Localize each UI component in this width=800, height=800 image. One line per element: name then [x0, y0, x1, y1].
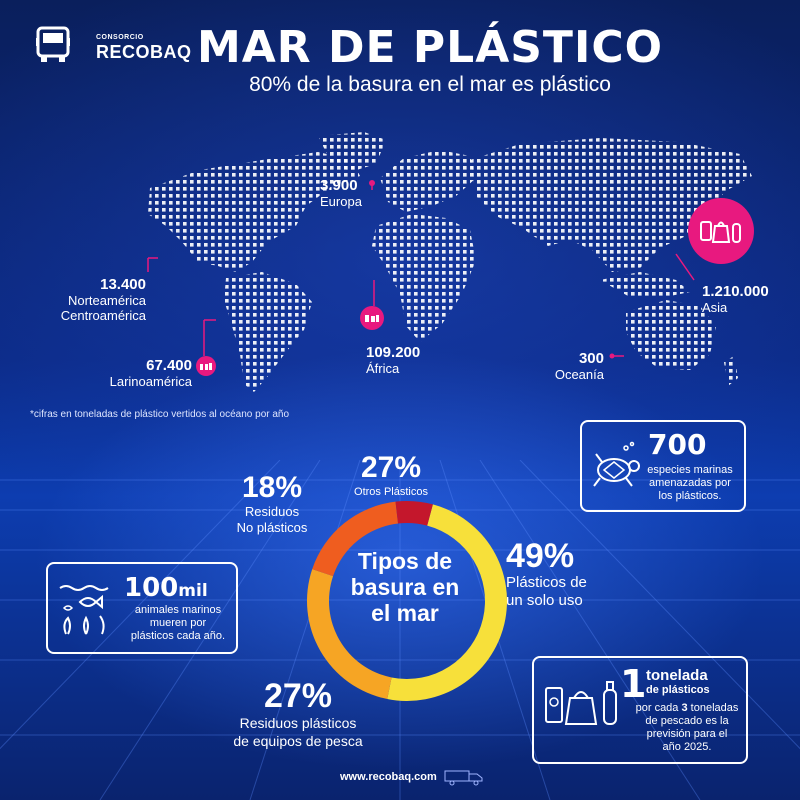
especies-text-line-2: amenazadas por [649, 477, 731, 489]
oceania-value: 300 [578, 350, 604, 367]
bottle-bag-icon [365, 315, 379, 322]
label-solo-uso: 49% Plásticos de un solo uso [506, 538, 626, 610]
animales-number-value: 100 [124, 573, 179, 603]
equipos-pesca-label-2: de equipos de pesca [233, 733, 363, 749]
animales-text-line-1: animales marinos [134, 604, 222, 616]
animales-number-suffix: mil [178, 581, 208, 601]
donut-center-label: Tipos de basura en el mar [330, 548, 480, 626]
solo-uso-label-1: Plásticos de [506, 574, 587, 591]
asia-name: Asia [702, 300, 728, 315]
label-equipos-pesca: 27% Residuos plásticos de equipos de pes… [228, 678, 368, 750]
bottle-bag-icon [700, 221, 741, 243]
page-title: MAR DE PLÁSTICO [196, 22, 664, 73]
animales-text-line-3: plásticos cada año. [130, 630, 226, 642]
turtle-icon [593, 441, 640, 487]
region-europa: 3.900 Europa [320, 177, 362, 209]
box-tonelada: 1 tonelada de plásticos por cada 3 tonel… [532, 656, 748, 764]
tonelada-text-line-1: por cada 3 toneladas [630, 702, 744, 715]
se-asia-shape [600, 272, 690, 298]
tonelada-text-bold: 3 [681, 702, 688, 714]
norteamerica-name-2: Centroamérica [60, 308, 146, 323]
tonelada-text-line-4: año 2025. [662, 741, 712, 753]
truck-icon [36, 26, 70, 62]
region-latinoamerica: 67.400 Larinoamérica [84, 357, 192, 389]
norteamerica-name-1: Norteamérica [67, 293, 146, 308]
website-link[interactable]: www.recobaq.com [340, 768, 484, 786]
website-text: www.recobaq.com [340, 770, 437, 783]
recobaq-logo: CONSORCIO RECOBAQ [26, 20, 191, 66]
especies-text-line-1: especies marinas [647, 464, 733, 476]
world-map [147, 132, 752, 392]
donut-segment-2 [307, 569, 392, 700]
donut-segment-1 [387, 504, 507, 701]
animales-text-line-2: mueren por [149, 617, 207, 629]
africa-plastic-bubble [360, 306, 384, 330]
asia-plastic-bubble [688, 198, 754, 264]
asia-value: 1.210.000 [702, 283, 769, 300]
box-especies: 700 especies marinas amenazadas por los … [580, 420, 746, 512]
trash-types-donut [307, 501, 507, 701]
tonelada-unit-2: de plásticos [646, 684, 710, 696]
tonelada-text: por cada 3 toneladas de pescado es la pr… [630, 702, 744, 754]
donut-center-line-1: Tipos de [357, 548, 453, 574]
bottle-bag-icon [200, 362, 212, 370]
donut-center-line-3: el mar [371, 600, 439, 626]
logo-tagline: CONSORCIO [96, 34, 144, 41]
africa-name: África [366, 361, 400, 376]
bottle-bag-icon [545, 681, 617, 725]
otros-percent: 27% [360, 451, 422, 484]
tonelada-text-a: por cada [635, 702, 682, 714]
label-otros-plasticos: 27% Otros Plásticos [336, 452, 446, 500]
region-asia: 1.210.000 Asia [702, 283, 769, 315]
no-plasticos-label-2: No plásticos [236, 520, 308, 535]
logo-name: RECOBAQ [96, 42, 192, 62]
donut-center-line-2: basura en [350, 574, 460, 600]
especies-text-line-3: los plásticos. [658, 490, 722, 502]
norteamerica-value: 13.400 [100, 276, 146, 293]
no-plasticos-percent: 18% [241, 471, 303, 504]
equipos-pesca-percent: 27% [263, 677, 333, 715]
tonelada-text-line-2: de pescado es la [645, 715, 729, 727]
otros-label: Otros Plásticos [354, 486, 428, 498]
tonelada-text-line-3: previsión para el [646, 728, 728, 740]
tonelada-unit-1: tonelada [646, 667, 708, 684]
box-animales: 100mil animales marinos mueren por plást… [46, 562, 238, 654]
animales-number: 100mil [124, 574, 208, 605]
tonelada-text-b: toneladas [687, 702, 739, 714]
latinoamerica-value: 67.400 [146, 357, 192, 374]
equipos-pesca-label-1: Residuos plásticos [239, 715, 357, 731]
oceania-name: Oceanía [554, 367, 604, 382]
north-america-shape [148, 152, 360, 272]
truck-icon [444, 770, 483, 786]
solo-uso-percent: 49% [506, 537, 575, 575]
europa-value: 3.900 [320, 177, 358, 194]
latam-plastic-bubble [196, 356, 216, 376]
greenland-shape [318, 132, 386, 172]
tonelada-number: 1 [620, 662, 647, 706]
africa-shape [372, 214, 476, 342]
europa-name: Europa [320, 194, 362, 209]
label-no-plasticos: 18% Residuos No plásticos [222, 472, 322, 536]
south-america-shape [224, 272, 312, 392]
animales-text: animales marinos mueren por plásticos ca… [122, 604, 234, 643]
solo-uso-label-2: un solo uso [506, 592, 583, 609]
australia-shape [626, 300, 716, 370]
especies-text: especies marinas amenazadas por los plás… [640, 464, 740, 503]
europe-shape [380, 150, 476, 212]
fish-seaweed-icon [59, 585, 109, 635]
africa-value: 109.200 [366, 344, 421, 361]
region-oceania: 300 Oceanía [548, 350, 604, 382]
new-zealand-shape [724, 356, 738, 386]
page-subtitle: 80% de la basura en el mar es plástico [249, 73, 611, 96]
latinoamerica-name: Larinoamérica [109, 374, 192, 389]
footnote: *cifras en toneladas de plástico vertido… [30, 409, 290, 420]
region-norteamerica: 13.400 Norteamérica Centroamérica [46, 276, 146, 323]
donut-segment-4 [395, 501, 433, 526]
especies-number: 700 [648, 428, 707, 461]
region-africa: 109.200 África [366, 344, 420, 376]
no-plasticos-label-1: Residuos [244, 504, 300, 519]
donut-segment-3 [312, 501, 399, 577]
asia-shape [470, 138, 752, 272]
